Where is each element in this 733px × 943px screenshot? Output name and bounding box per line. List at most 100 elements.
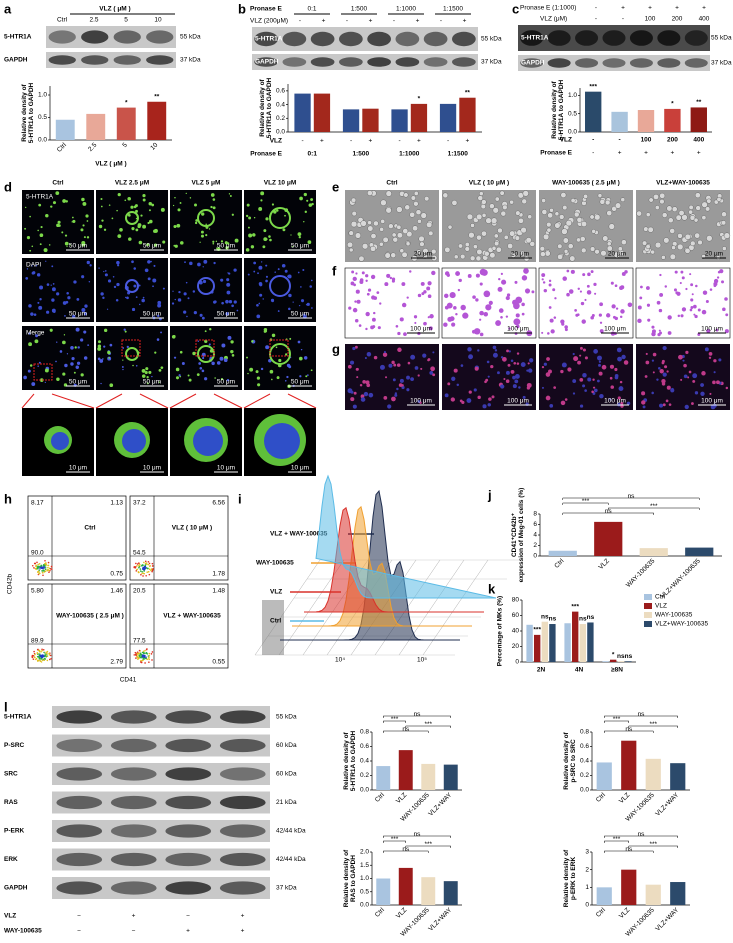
bar (670, 763, 686, 790)
cell (226, 290, 231, 295)
label: GAPDH (255, 59, 279, 66)
panel-letter: b (238, 1, 246, 16)
cell (427, 358, 431, 361)
cell (614, 284, 618, 288)
event (141, 564, 143, 567)
cell (33, 313, 37, 316)
cell (501, 279, 507, 285)
cell (641, 400, 646, 405)
cell (540, 251, 546, 257)
cell (541, 331, 544, 334)
cell (189, 197, 192, 199)
cell (356, 376, 359, 379)
cell (396, 232, 403, 239)
event (42, 655, 44, 658)
plot-title: Ctrl (84, 525, 95, 532)
cell (500, 210, 507, 217)
x-tick-label: VLZ (395, 907, 408, 920)
row-label: Pronase E (250, 151, 282, 158)
cell (276, 376, 280, 380)
event (41, 571, 44, 574)
blot (52, 820, 270, 842)
cell (194, 221, 198, 225)
cell (591, 313, 595, 318)
cell (412, 225, 419, 232)
cell (514, 235, 520, 241)
comparison-bracket (405, 845, 451, 848)
cell (657, 367, 661, 370)
cell (666, 205, 673, 212)
cell (108, 357, 111, 359)
comparison-label: *** (613, 836, 621, 843)
cell (226, 242, 230, 245)
significance: *** (589, 83, 597, 90)
cell (355, 367, 359, 371)
cell (451, 199, 458, 206)
grid-line (422, 559, 489, 656)
cell (397, 331, 401, 336)
label: 90.0 (31, 550, 44, 557)
cell (515, 210, 521, 216)
event (148, 568, 151, 571)
cell (386, 273, 391, 278)
cell (198, 362, 202, 365)
cell (505, 315, 509, 318)
cell (610, 385, 615, 389)
cell (413, 190, 419, 196)
cell (221, 301, 224, 305)
label: 1:1500 (443, 6, 463, 13)
cell (307, 240, 312, 244)
cell (379, 302, 382, 305)
label: Pronase E (250, 6, 282, 13)
band (282, 57, 307, 67)
comparison-bracket (405, 725, 451, 728)
y-tick-label: 0.4 (276, 101, 285, 108)
cell (39, 298, 42, 301)
cell (503, 234, 509, 240)
x-tick-label: VLZ+WAY-100635 (659, 557, 702, 600)
cell (599, 302, 604, 307)
legend-label: Ctrl (655, 594, 666, 601)
cell (394, 393, 398, 397)
event (139, 568, 142, 570)
cell (100, 205, 103, 208)
label: 2.79 (110, 659, 123, 666)
label: 0.55 (212, 659, 225, 666)
bar (342, 109, 360, 132)
cell (560, 400, 566, 406)
cell (641, 240, 648, 246)
cell (253, 216, 256, 219)
cell (50, 205, 53, 208)
cell (422, 353, 427, 358)
cell (402, 228, 409, 234)
cell (689, 215, 696, 221)
cell (706, 328, 711, 333)
label: 1.48 (212, 588, 225, 595)
comparison-label: *** (650, 503, 658, 510)
cell (545, 395, 551, 401)
event (45, 563, 47, 566)
cell (449, 316, 455, 322)
band (219, 852, 266, 867)
cell (228, 193, 231, 195)
cell (146, 376, 149, 379)
cell (611, 206, 617, 212)
cell (248, 233, 253, 238)
cell (184, 261, 186, 264)
band (165, 852, 212, 867)
cell (106, 308, 109, 310)
cell (287, 275, 290, 278)
y-axis-label: Relative density of (551, 80, 558, 138)
event (44, 566, 47, 568)
cell (310, 198, 314, 201)
cell (112, 275, 115, 278)
y-tick-label: 1.0 (38, 92, 47, 99)
cell (103, 345, 106, 348)
cell (514, 373, 520, 379)
cell (598, 371, 603, 376)
cell (39, 233, 44, 238)
cell (288, 307, 291, 311)
cell (116, 209, 118, 212)
label: VLZ (4, 913, 16, 920)
cell (579, 290, 583, 293)
